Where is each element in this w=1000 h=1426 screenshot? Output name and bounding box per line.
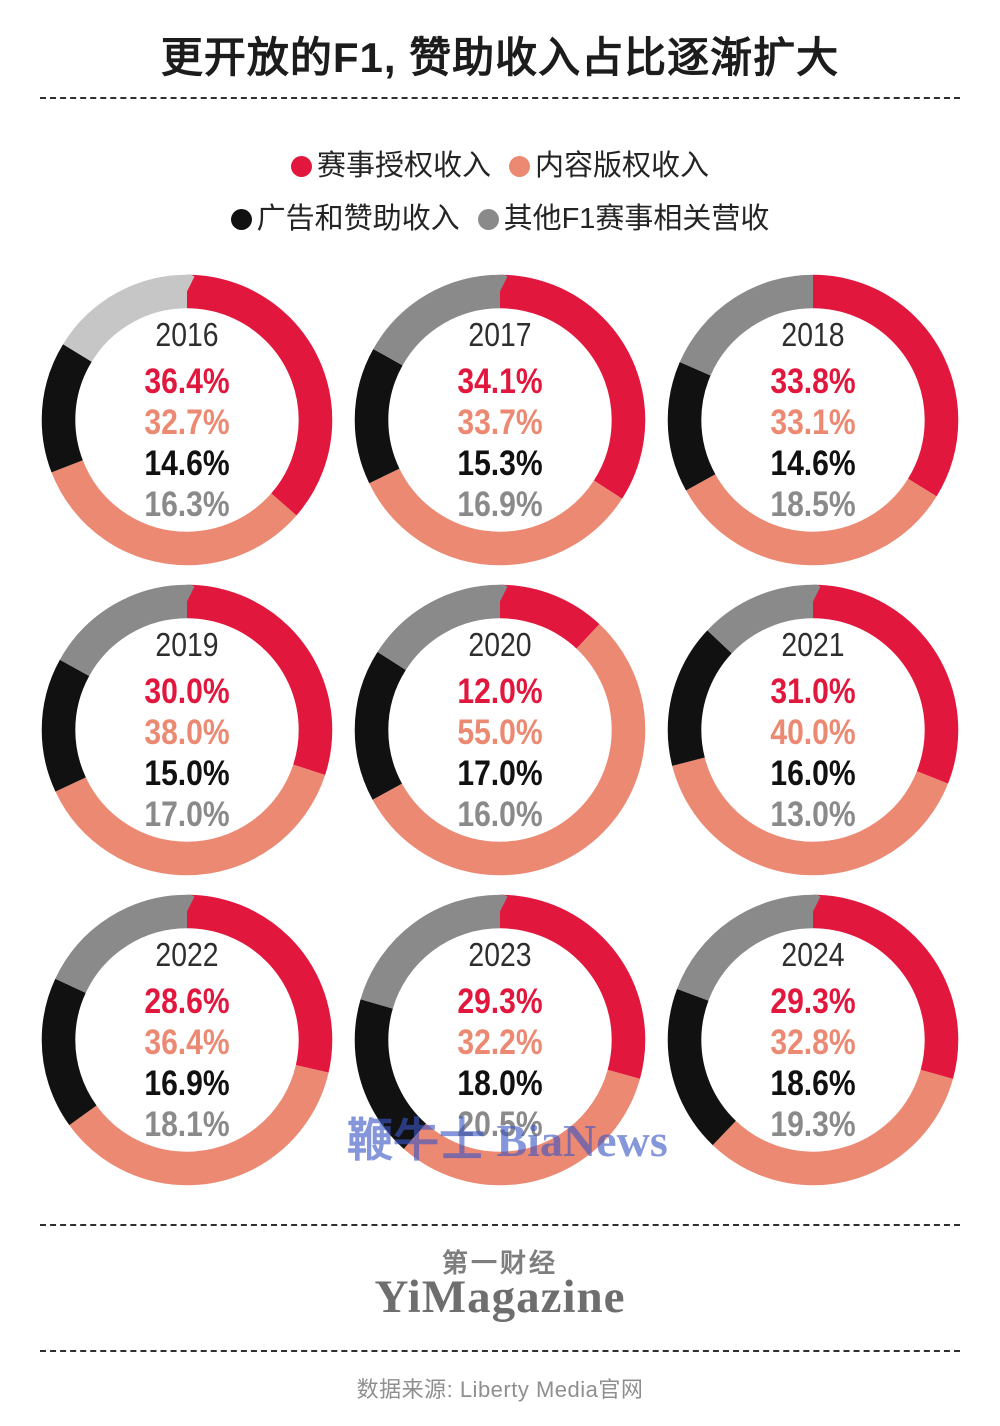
donut-segment-2 [668,584,959,876]
donut-segment-2 [354,274,646,566]
donut-segment-3 [41,274,332,566]
legend-item-label: 广告和赞助收入 [256,203,460,235]
brand-name-cn: 第一财经 [441,1248,558,1278]
donut-ring [41,894,332,1186]
donut-segment-2 [354,894,646,1186]
donut-chart-2022: 2022 28.6% 36.4% 16.9% 18.1% [41,894,333,1186]
legend-item-0: 赛事授权收入 [290,140,491,193]
donut-ring [354,894,646,1186]
divider-footer-bottom [40,1350,960,1352]
donut-ring [41,274,332,566]
donut-ring [668,274,959,566]
donut-segment-1 [668,274,959,566]
donut-segment-3 [354,894,646,1186]
donut-grid: 2016 36.4% 32.7% 14.6% 16.3% 2017 34.1% 33.7% 15… [30,265,970,1195]
legend: 赛事授权收入 内容版权收入 广告和赞助收入 其他F1赛事相关营收 [0,140,1000,246]
legend-item-3: 其他F1赛事相关营收 [477,193,770,246]
donut-segment-2 [668,894,959,1186]
donut-segment-0 [668,274,959,566]
legend-dot-icon [509,156,530,177]
donut-chart-2021: 2021 31.0% 40.0% 16.0% 13.0% [667,584,959,876]
donut-segment-1 [668,584,959,876]
legend-dot-icon [230,209,252,230]
legend-item-label: 其他F1赛事相关营收 [503,203,770,235]
legend-item-label: 赛事授权收入 [316,150,491,182]
donut-chart-2020: 2020 12.0% 55.0% 17.0% 16.0% [354,584,646,876]
donut-segment-3 [354,584,646,876]
donut-segment-2 [354,584,646,876]
donut-segment-1 [41,584,332,876]
legend-dot-icon [477,209,499,230]
legend-item-2: 广告和赞助收入 [230,193,460,246]
donut-segment-2 [41,894,332,1186]
donut-segment-3 [41,584,332,876]
legend-item-label: 内容版权收入 [535,150,710,182]
donut-segment-1 [354,894,646,1186]
donut-chart-2017: 2017 34.1% 33.7% 15.3% 16.9% [354,274,646,566]
donut-segment-2 [668,274,959,566]
donut-ring [41,584,332,876]
page-title: 更开放的F1, 赞助收入占比逐渐扩大 [160,34,840,81]
donut-segment-1 [668,894,959,1186]
donut-ring [668,584,959,876]
donut-segment-2 [41,584,332,876]
donut-segment-3 [668,584,959,876]
donut-segment-3 [354,274,646,566]
donut-segment-1 [41,274,332,566]
donut-segment-1 [41,894,332,1186]
donut-ring [354,274,646,566]
legend-row-1: 赛事授权收入 内容版权收入 [0,140,1000,193]
divider-footer-top [40,1224,960,1226]
watermark: 鞭牛士 BiaNews [347,1115,668,1166]
donut-segment-3 [668,894,959,1186]
legend-row-2: 广告和赞助收入 其他F1赛事相关营收 [0,193,1000,246]
brand-logo-yimagazine: YiMagazine [374,1271,626,1323]
divider-top [40,97,960,99]
legend-item-1: 内容版权收入 [509,140,709,193]
donut-segment-3 [41,894,332,1186]
donut-chart-2016: 2016 36.4% 32.7% 14.6% 16.3% [41,274,333,566]
donut-chart-2024: 2024 29.3% 32.8% 18.6% 19.3% [667,894,959,1186]
donut-chart-2019: 2019 30.0% 38.0% 15.0% 17.0% [41,584,333,876]
donut-segment-2 [41,274,332,566]
donut-chart-2018: 2018 33.8% 33.1% 14.6% 18.5% [667,274,959,566]
data-source-note: 数据来源: Liberty Media官网 [356,1377,644,1402]
donut-segment-1 [354,584,646,876]
donut-ring [668,894,959,1186]
donut-ring [354,584,646,876]
legend-dot-icon [290,156,312,177]
donut-segment-1 [354,274,646,566]
